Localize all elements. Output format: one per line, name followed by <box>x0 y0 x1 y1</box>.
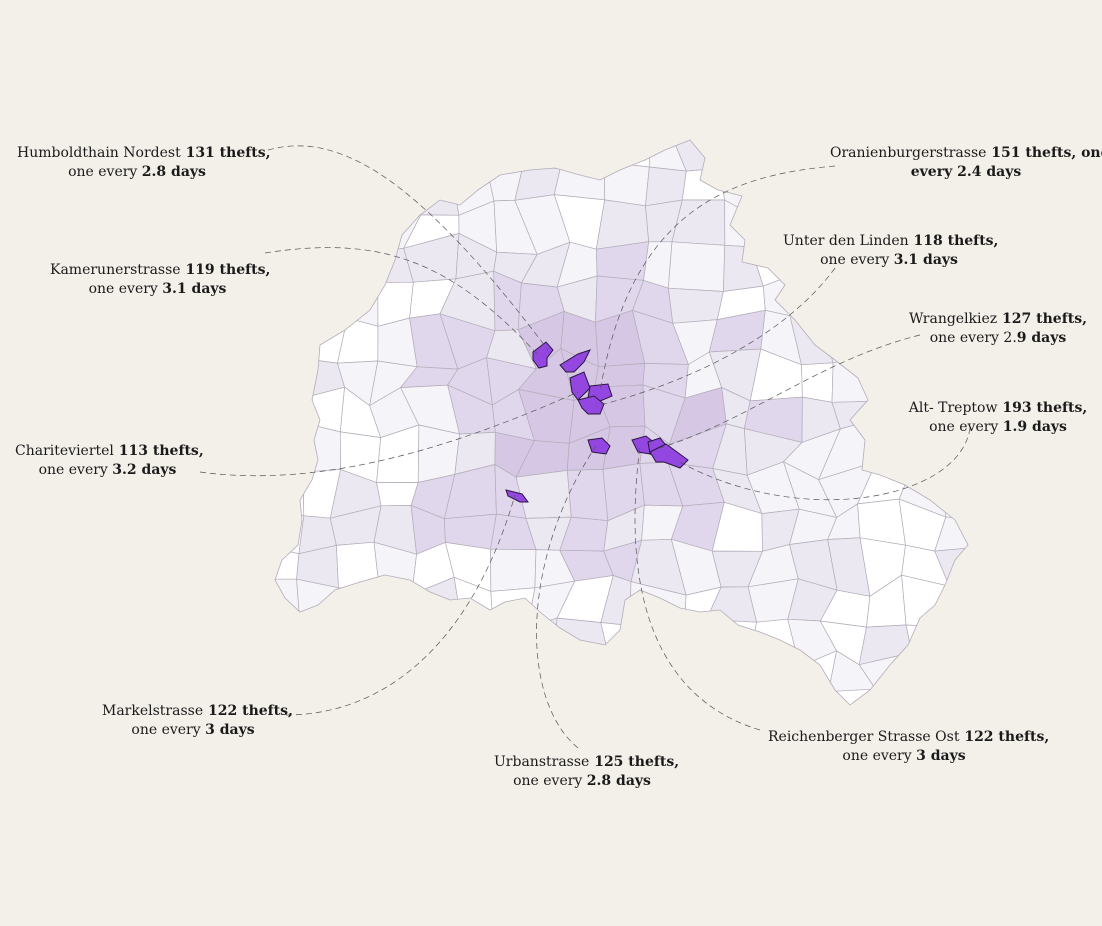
district <box>336 541 381 593</box>
label-reichenberger-strasse-ost: Reichenberger Strasse Ost 122 thefts, on… <box>768 729 1050 764</box>
district <box>527 617 558 670</box>
leader-line-reichenberger-strasse-ost <box>634 445 761 731</box>
district <box>553 161 606 201</box>
label-chariteviertel: Chariteviertel 113 thefts, one every 3.2… <box>15 443 204 478</box>
district <box>275 471 305 517</box>
district <box>490 548 537 592</box>
leader-line-chariteviertel <box>199 391 579 477</box>
district <box>604 161 650 207</box>
leader-line-wrangelkiez <box>659 334 921 449</box>
district <box>275 502 305 555</box>
leader-line-humboldthain-nordest <box>267 145 549 351</box>
district <box>724 199 752 248</box>
leader-line-unter-den-linden <box>595 267 836 407</box>
hotspot-alt-treptow <box>649 443 689 469</box>
district <box>566 469 609 522</box>
district <box>302 423 341 473</box>
district <box>831 356 873 403</box>
district <box>334 273 379 327</box>
district <box>600 622 651 669</box>
district <box>338 587 381 626</box>
label-kamerunerstrasse: Kamerunerstrasse 119 thefts, one every 3… <box>50 262 271 297</box>
label-alt-treptow: Alt- Treptow 193 thefts, one every 1.9 d… <box>908 400 1088 435</box>
label-urbanstrasse: Urbanstrasse 125 thefts, one every 2.8 d… <box>494 754 680 789</box>
district <box>934 516 968 552</box>
district <box>490 587 536 635</box>
district <box>905 624 943 661</box>
leader-line-alt-treptow <box>675 427 971 501</box>
label-humboldthain-nordest: Humboldthain Nordest 131 thefts, one eve… <box>17 145 271 180</box>
district <box>941 460 968 519</box>
leader-line-urbanstrasse <box>536 445 597 749</box>
hotspot-kamerunerstrasse <box>532 341 554 369</box>
label-markelstrasse: Markelstrasse 122 thefts, one every 3 da… <box>102 703 293 738</box>
leader-line-markelstrasse <box>285 494 516 716</box>
hotspot-layer <box>505 341 689 503</box>
label-unter-den-linden: Unter den Linden 118 thefts, one every 3… <box>783 233 999 268</box>
district-layer <box>275 140 968 705</box>
district <box>595 199 650 250</box>
district <box>667 287 724 324</box>
leader-line-layer <box>199 145 971 749</box>
district <box>604 140 650 168</box>
district <box>417 424 460 483</box>
district <box>705 619 758 663</box>
hotspot-markelstrasse <box>505 489 529 503</box>
district <box>275 578 300 629</box>
district <box>643 241 673 289</box>
district <box>801 362 834 403</box>
hotspot-unter-den-linden <box>577 395 605 415</box>
leader-line-oranienburgerstrasse <box>599 165 836 393</box>
district <box>667 241 726 292</box>
district <box>365 163 422 216</box>
leader-line-kamerunerstrasse <box>264 247 539 356</box>
district <box>337 317 379 364</box>
city-outline <box>274 139 969 706</box>
hotspot-chariteviertel <box>569 371 591 401</box>
hotspot-humboldthain-nordest <box>559 349 591 373</box>
district <box>594 363 646 388</box>
district <box>515 470 572 519</box>
label-wrangelkiez: Wrangelkiez 127 thefts, one every 2.9 da… <box>909 311 1087 346</box>
district <box>781 650 838 704</box>
district <box>293 386 345 433</box>
label-oranienburgerstrasse: Oranienburgerstrasse 151 thefts, one eve… <box>830 145 1102 180</box>
